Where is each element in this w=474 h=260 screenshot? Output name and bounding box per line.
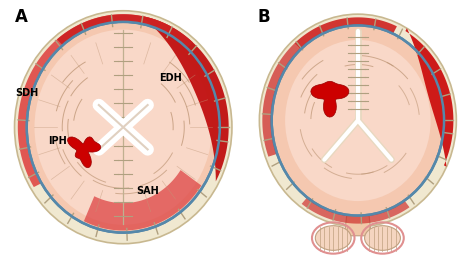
Polygon shape xyxy=(84,170,201,231)
Ellipse shape xyxy=(259,14,456,227)
Ellipse shape xyxy=(27,22,220,233)
Polygon shape xyxy=(18,14,171,187)
Ellipse shape xyxy=(35,30,212,225)
Ellipse shape xyxy=(365,226,401,250)
Polygon shape xyxy=(262,44,301,157)
Ellipse shape xyxy=(15,11,232,244)
Polygon shape xyxy=(311,81,349,117)
Ellipse shape xyxy=(315,226,351,250)
Polygon shape xyxy=(345,216,371,236)
Text: A: A xyxy=(15,8,27,26)
Polygon shape xyxy=(57,14,193,48)
Text: IPH: IPH xyxy=(48,136,66,146)
Text: EDH: EDH xyxy=(159,73,182,83)
Ellipse shape xyxy=(285,40,430,201)
Polygon shape xyxy=(294,17,397,50)
Ellipse shape xyxy=(272,25,444,216)
Text: B: B xyxy=(257,8,270,26)
Text: SAH: SAH xyxy=(137,186,159,196)
Polygon shape xyxy=(67,137,101,168)
Polygon shape xyxy=(301,197,410,224)
Polygon shape xyxy=(405,28,454,167)
Text: SDH: SDH xyxy=(16,88,39,98)
Polygon shape xyxy=(141,16,228,181)
